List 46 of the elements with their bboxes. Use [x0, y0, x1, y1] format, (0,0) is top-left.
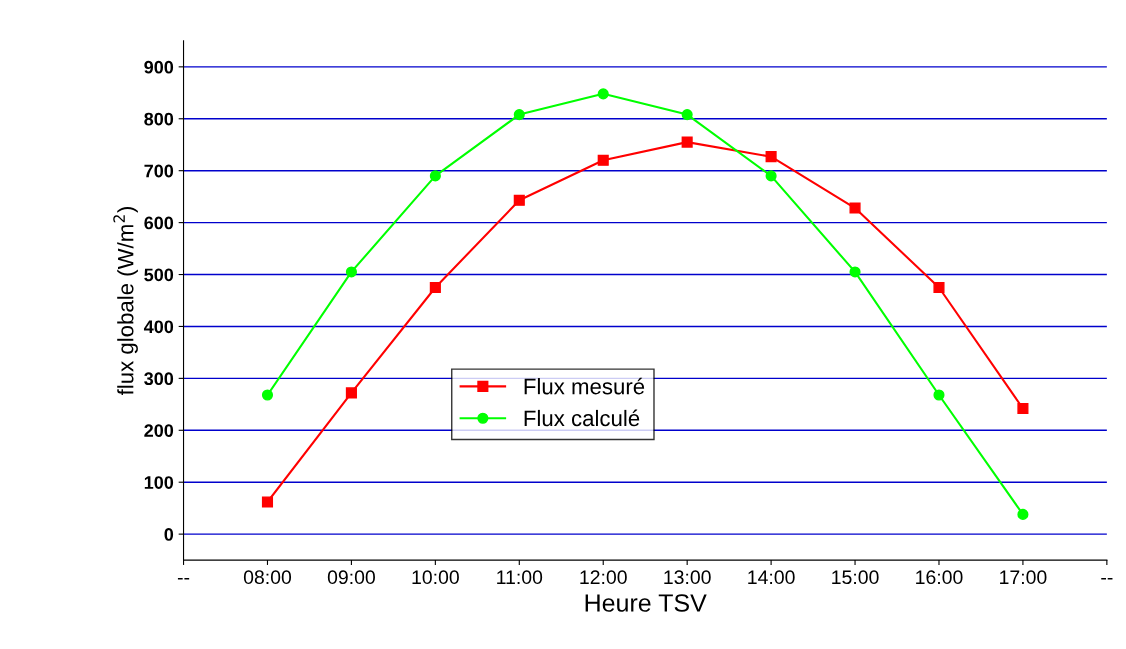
y-tick-label: 400: [143, 320, 174, 334]
point: [513, 194, 525, 206]
x-tick-label: 12:00: [580, 570, 627, 585]
legend-label: Flux mesuré: [524, 377, 645, 395]
y-tick-label: 200: [144, 424, 174, 438]
x-axis-title: Heure TSV: [585, 594, 707, 612]
point: [261, 389, 274, 401]
point: [597, 88, 609, 100]
point: [681, 136, 693, 148]
point: [849, 266, 861, 278]
x-tick-label: 15:00: [832, 570, 879, 585]
point: [261, 496, 274, 508]
x-tick-label: --: [1101, 577, 1113, 580]
y-tick-label: 500: [144, 268, 174, 282]
point: [849, 202, 861, 214]
x-tick-label: 16:00: [916, 570, 963, 585]
x-tick-label: 13:00: [664, 570, 711, 585]
x-tick-label: 09:00: [327, 570, 375, 585]
x-tick-label: 17:00: [1000, 570, 1047, 585]
y-tick-label: 0: [164, 528, 174, 541]
y-tick-label: 300: [144, 372, 174, 386]
x-tick-label: --: [177, 577, 190, 580]
x-tick-label: 14:00: [748, 570, 795, 585]
y-tick-label: 100: [144, 476, 174, 489]
y-tick-label: 600: [144, 216, 174, 230]
point: [1017, 508, 1029, 520]
point: [765, 170, 777, 182]
point: [513, 109, 525, 121]
point: [345, 387, 357, 399]
y-tick-label: 900: [144, 60, 174, 74]
point: [933, 389, 945, 401]
x-tick-label: 10:00: [412, 570, 459, 585]
point: [1017, 402, 1029, 415]
point: [681, 109, 693, 121]
y-axis-title: flux globale (W/m$^{2}$): [113, 206, 138, 396]
point: [933, 281, 945, 294]
legend-label: Flux calculé: [524, 409, 640, 427]
x-tick-label: 08:00: [243, 570, 292, 585]
y-tick-label: 700: [144, 164, 174, 178]
point: [765, 151, 777, 163]
y-tick-label: 800: [144, 112, 174, 126]
point: [597, 154, 609, 166]
point: [429, 281, 441, 294]
x-tick-label: 11:00: [497, 570, 543, 585]
point: [345, 266, 357, 278]
point: [429, 170, 441, 182]
